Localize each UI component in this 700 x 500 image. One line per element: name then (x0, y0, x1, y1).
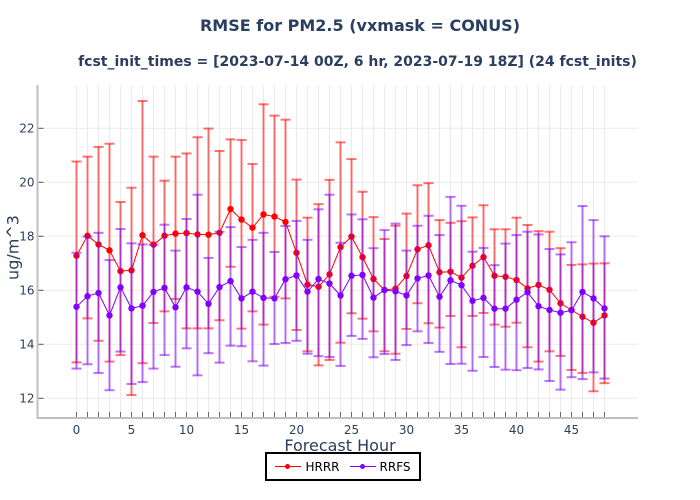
rrfs-point (326, 280, 333, 287)
x-tick-label: 30 (399, 423, 414, 437)
y-axis-label: ug/m^3 (3, 215, 23, 280)
rrfs-point (238, 295, 245, 302)
rrfs-point (172, 304, 179, 311)
rrfs-point (216, 283, 223, 291)
series (71, 100, 610, 397)
legend-swatch-rrfs (349, 463, 376, 471)
x-tick-label: 0 (73, 423, 81, 437)
rrfs-point (84, 293, 91, 300)
rrfs-point (458, 281, 465, 289)
y-tick-label: 18 (19, 229, 34, 243)
rrfs-point (128, 305, 135, 312)
rrfs-point (139, 302, 146, 309)
legend-label-hrrr: HRRR (305, 459, 340, 474)
rrfs-point (524, 288, 531, 296)
rrfs-point (469, 297, 476, 305)
hrrr-point (282, 218, 289, 226)
hrrr-point (106, 247, 113, 254)
rrfs-point (491, 305, 498, 312)
x-tick-label: 35 (454, 423, 469, 437)
rrfs-point (73, 303, 80, 310)
rrfs-point (260, 294, 267, 302)
rrfs-point (106, 312, 113, 319)
rrfs-point (249, 288, 256, 295)
x-tick-label: 25 (344, 423, 359, 437)
y-tick-label: 12 (19, 391, 34, 405)
rrfs-point (392, 288, 399, 295)
y-tick-label: 14 (19, 337, 34, 351)
y-tick-label: 20 (19, 175, 34, 189)
rrfs-point (546, 306, 553, 314)
rrfs-point (414, 275, 421, 282)
y-tick-label: 22 (19, 121, 34, 135)
grid (37, 85, 638, 418)
hrrr-point (271, 213, 278, 220)
chart-subtitle: fcst_init_times = [2023-07-14 00Z, 6 hr,… (78, 54, 637, 70)
rrfs-point (227, 277, 234, 285)
hrrr-point (139, 232, 146, 239)
hrrr-point (238, 216, 245, 223)
rrfs-point (590, 295, 597, 302)
legend: HRRR RRFS (265, 452, 421, 481)
rrfs-point (271, 295, 278, 302)
rrfs-point (117, 284, 124, 291)
chart-title: RMSE for PM2.5 (vxmask = CONUS) (199, 16, 521, 35)
rrfs-point (447, 277, 454, 284)
rrfs-point (513, 296, 520, 303)
rrfs-point (502, 305, 509, 312)
x-tick-label: 45 (564, 423, 579, 437)
rrfs-point (161, 284, 168, 292)
hrrr-point (172, 230, 179, 237)
rrfs-point (381, 286, 388, 294)
axes: 0 5 10 15 20 25 30 35 40 45 12 14 16 18 20 22 (19, 85, 638, 437)
rrfs-point (601, 305, 608, 312)
rrfs-point (337, 292, 344, 299)
legend-item-hrrr[interactable]: HRRR (275, 459, 340, 474)
rrfs-point (194, 288, 201, 295)
x-tick-label: 20 (289, 423, 304, 437)
rrfs-point (436, 293, 443, 300)
hrrr-point (260, 211, 267, 218)
rrfs-point (183, 284, 190, 291)
legend-label-rrfs: RRFS (379, 459, 411, 474)
hrrr-point (227, 205, 234, 213)
rrfs-point (359, 271, 366, 279)
rrfs-point (557, 309, 564, 316)
rrfs-point (579, 288, 586, 296)
rrfs-point (315, 275, 322, 283)
rrfs-point (282, 276, 289, 283)
rrfs-point (535, 303, 542, 310)
rrfs-point (480, 294, 487, 302)
legend-swatch-hrrr (275, 463, 302, 471)
rrfs-point (150, 288, 157, 296)
hrrr-point (249, 224, 256, 231)
series-rrfs (71, 193, 610, 392)
rrfs-point (370, 294, 377, 301)
legend-item-rrfs[interactable]: RRFS (349, 459, 411, 474)
rrfs-point (403, 292, 410, 299)
x-tick-label: 10 (179, 423, 194, 437)
rrfs-point (205, 300, 212, 307)
hrrr-point (205, 231, 212, 238)
rrfs-point (568, 307, 575, 314)
x-tick-label: 15 (234, 423, 249, 437)
x-tick-label: 40 (509, 423, 524, 437)
rrfs-point (304, 288, 311, 295)
y-tick-label: 16 (19, 283, 34, 297)
rrfs-point (95, 289, 102, 297)
x-tick-label: 5 (128, 423, 136, 437)
rrfs-point (425, 272, 432, 279)
rrfs-point (293, 272, 300, 279)
x-axis-label: Forecast Hour (284, 436, 396, 455)
rrfs-point (348, 272, 355, 279)
